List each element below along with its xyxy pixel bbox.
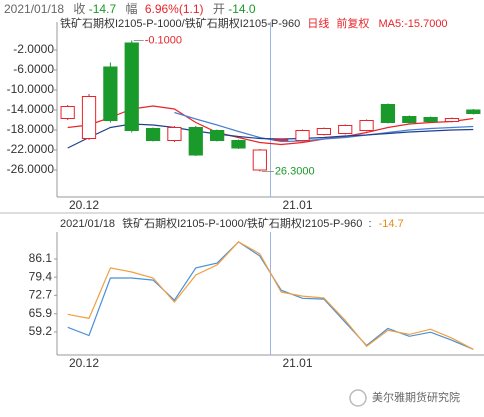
period: 日线 [307,16,329,30]
watermark: 美尔雅期货研究院 [349,389,460,407]
change-label: 幅 [125,1,137,16]
adjust: 前复权 [336,16,369,30]
candle-body [316,128,331,135]
annotation: -0.1000 [145,34,182,46]
date: 2021/01/18 [60,218,115,230]
annotation: 26.3000 [275,165,315,177]
y-tick-label: 86.1 [29,251,53,265]
candle-body [252,149,267,171]
subheader: 铁矿石期权I2105-P-1000/铁矿石期权I2105-P-960 日线 前复… [60,16,448,30]
candle-body [295,130,310,141]
candle-body [359,120,374,131]
candle-body [103,66,118,121]
candle-body [210,130,225,141]
series-line [67,241,474,350]
open-label: 开 [213,2,225,16]
y-tick-label: -2.0000 [13,42,54,56]
candle-body [380,104,396,123]
chart-title: 铁矿石期权I2105-P-1000/铁矿石期权I2105-P-960 [60,17,300,30]
candle-body [145,128,161,141]
label-suffix: : [368,218,371,230]
candle-body [124,42,139,131]
y-tick-label: 65.9 [29,306,53,320]
x-tick-label: 21.01 [283,198,313,212]
candle-body [231,140,246,149]
y-tick-label: -10.0000 [7,82,55,96]
y-tick-label: -18.0000 [7,122,55,136]
watermark-icon [349,389,367,407]
x-tick-label: 21.01 [283,356,313,370]
chart-title: 铁矿石期权I2105-P-1000/铁矿石期权I2105-P-960 [122,217,362,230]
value: -14.7 [379,218,404,230]
date: 2021/01/18 [4,2,64,16]
y-tick-label: -22.0000 [7,142,55,156]
header: 2021/01/18 收 -14.7 幅 6.96%(1.1) 开 -14.0 [4,1,256,16]
candle-body [60,106,75,119]
open-value: -14.0 [228,2,256,16]
y-tick-label: 72.7 [29,287,53,301]
candle-body [338,125,353,134]
y-tick-label: -6.0000 [13,62,54,76]
candle-body [274,139,289,141]
ma-line [174,111,474,143]
candle-body [402,116,417,123]
change-value: 6.96%(1.1) [145,2,204,16]
y-tick-label: 59.2 [29,324,53,338]
candle-body [188,127,203,156]
lower-header: 2021/01/18 铁矿石期权I2105-P-1000/铁矿石期权I2105-… [60,217,404,230]
y-tick-label: 79.4 [29,269,53,283]
y-tick-label: -14.0000 [7,102,55,116]
close-value: -14.7 [89,2,117,16]
candle-body [81,96,97,139]
close-label: 收 [73,2,85,16]
y-tick-label: -26.0000 [7,162,55,176]
candle-body [466,109,481,114]
candle-body [423,117,438,122]
candle-body [444,118,460,122]
watermark-text: 美尔雅期货研究院 [372,390,460,404]
candle-body [167,127,182,141]
x-tick-label: 20.12 [69,356,99,370]
ma-label: MA5:-15.7000 [378,18,447,30]
x-tick-label: 20.12 [69,198,99,212]
